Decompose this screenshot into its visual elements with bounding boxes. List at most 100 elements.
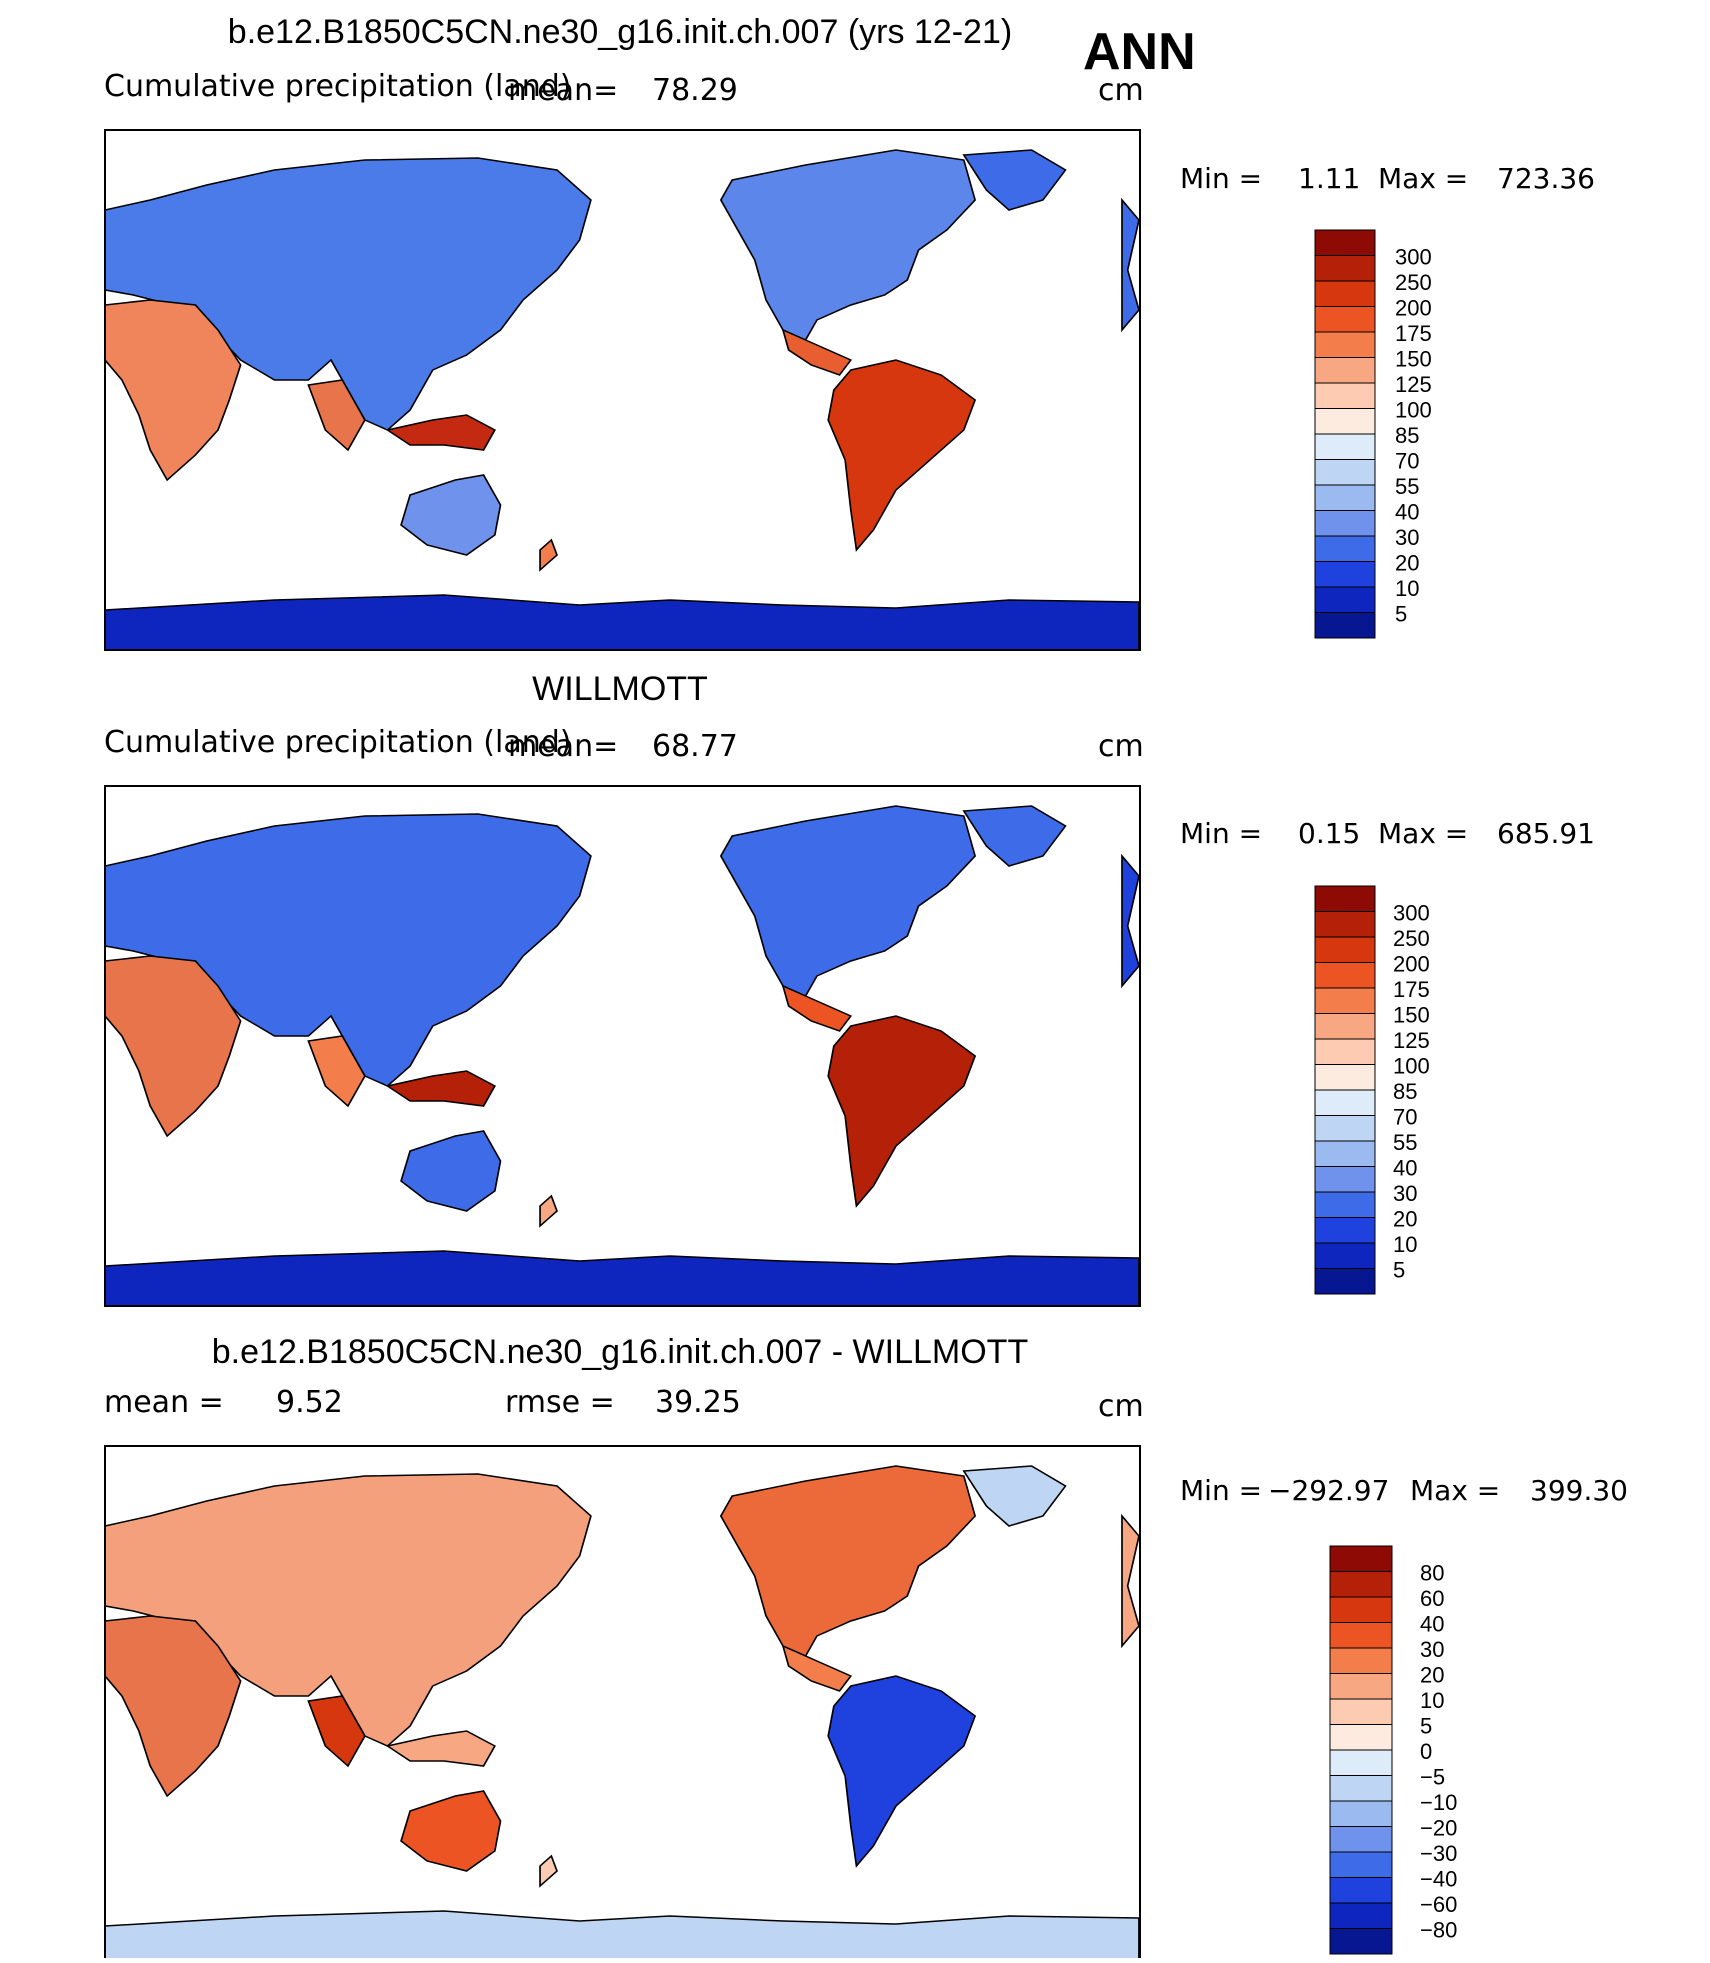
panel-difference: b.e12.B1850C5CN.ne30_g16.init.ch.007 - W…: [104, 1333, 1628, 1963]
continent-central-america: [781, 1644, 853, 1692]
colorbar-segment: [1314, 408, 1376, 435]
mean-value: 68.77: [652, 729, 738, 764]
colorbar-segment: [1329, 1724, 1393, 1751]
colorbar-tick-label: −80: [1420, 1918, 1457, 1943]
colorbar-tick-label: −10: [1420, 1790, 1457, 1815]
colorbar-segment: [1314, 612, 1376, 639]
map: [104, 785, 1141, 1307]
colorbar-tick-label: 10: [1393, 1232, 1417, 1257]
colorbar-segment: [1329, 1673, 1393, 1700]
colorbar-tick-label: 70: [1395, 449, 1419, 474]
colorbar-tick-label: 250: [1393, 926, 1430, 951]
colorbar-segment: [1329, 1800, 1393, 1827]
continent-central-america: [781, 984, 853, 1032]
mean-label: mean=: [508, 73, 618, 108]
colorbar-segment: [1314, 1013, 1376, 1040]
colorbar-tick-label: 300: [1393, 901, 1430, 926]
colorbar-segment: [1314, 885, 1376, 912]
land-layer: [105, 805, 1140, 1306]
colorbar-tick-label: −20: [1420, 1816, 1457, 1841]
colorbar-tick-label: 20: [1420, 1663, 1444, 1688]
colorbar-tick-label: 5: [1395, 602, 1407, 627]
land-layer: [105, 149, 1140, 650]
continent-sea-islands: [385, 414, 496, 451]
colorbar-segment: [1314, 1242, 1376, 1269]
panel-title: WILLMOTT: [532, 670, 708, 708]
colorbar-segment: [1314, 306, 1376, 333]
colorbar-tick-label: 175: [1395, 321, 1432, 346]
continent-south-america: [827, 1675, 977, 1868]
max-label: Max =: [1410, 1474, 1500, 1507]
colorbar-segment: [1314, 1191, 1376, 1218]
colorbar-tick-label: 300: [1395, 245, 1432, 270]
colorbar-segment: [1314, 535, 1376, 562]
continent-north-america: [719, 1465, 977, 1658]
colorbar-segment: [1329, 1596, 1393, 1623]
continent-sea-islands: [385, 1070, 496, 1107]
colorbar-segment: [1329, 1902, 1393, 1929]
colorbar-segment: [1314, 1089, 1376, 1116]
continent-africa: [105, 955, 242, 1138]
continent-antarctica: [105, 594, 1140, 650]
continent-india: [307, 1035, 366, 1108]
max-label: Max =: [1378, 817, 1468, 850]
continent-sea-islands: [385, 1730, 496, 1767]
colorbar-tick-label: 175: [1393, 977, 1430, 1002]
colorbar-segment: [1329, 1749, 1393, 1776]
continent-antarctica: [105, 1250, 1140, 1306]
colorbar-tick-label: 100: [1393, 1054, 1430, 1079]
colorbar-segment: [1314, 1268, 1376, 1295]
colorbar-tick-label: 40: [1420, 1612, 1444, 1637]
continent-india: [307, 379, 366, 452]
colorbar-tick-label: 60: [1420, 1586, 1444, 1611]
map-frame: [104, 129, 1141, 651]
continent-new-zealand: [539, 1854, 558, 1888]
mean-label: mean=: [508, 729, 618, 764]
colorbar-segment: [1314, 586, 1376, 613]
colorbar-segment: [1329, 1647, 1393, 1674]
continent-wrap-right: [1121, 853, 1140, 989]
continent-greenland: [962, 149, 1067, 211]
colorbar-segment: [1329, 1775, 1393, 1802]
min-label: Min =: [1180, 162, 1262, 195]
min-label: Min =: [1180, 817, 1262, 850]
mean-label: mean =: [104, 1385, 224, 1420]
colorbar-tick-label: −40: [1420, 1867, 1457, 1892]
colorbar-segment: [1314, 1115, 1376, 1142]
colorbar-segment: [1314, 1217, 1376, 1244]
colorbar-segment: [1314, 1064, 1376, 1091]
colorbar-tick-label: 20: [1395, 551, 1419, 576]
colorbar-segment: [1329, 1571, 1393, 1598]
colorbar-tick-label: 55: [1393, 1130, 1417, 1155]
colorbar-tick-label: 200: [1395, 296, 1432, 321]
colorbar-tick-label: 20: [1393, 1207, 1417, 1232]
continent-africa: [105, 299, 242, 482]
colorbar-tick-label: −30: [1420, 1841, 1457, 1866]
colorbar-tick-label: 125: [1393, 1028, 1430, 1053]
continent-south-america: [827, 359, 977, 552]
max-value: 723.36: [1497, 162, 1595, 195]
colorbar-tick-label: 250: [1395, 270, 1432, 295]
rmse-label: rmse =: [505, 1385, 615, 1420]
colorbar-segment: [1314, 331, 1376, 358]
colorbar-segment: [1314, 357, 1376, 384]
continent-australia: [400, 1130, 502, 1212]
units-label: cm: [1098, 73, 1144, 108]
map: [104, 1445, 1141, 1963]
continent-north-america: [719, 805, 977, 998]
panel-title: b.e12.B1850C5CN.ne30_g16.init.ch.007 - W…: [212, 1333, 1028, 1371]
colorbar-tick-label: 10: [1420, 1688, 1444, 1713]
continent-north-america: [719, 149, 977, 342]
min-label: Min =: [1180, 1474, 1262, 1507]
colorbar-tick-label: −60: [1420, 1892, 1457, 1917]
land-layer: [105, 1465, 1140, 1963]
colorbar-tick-label: −5: [1420, 1765, 1445, 1790]
colorbar-tick-label: 5: [1420, 1714, 1432, 1739]
panel-observations: WILLMOTT Cumulative precipitation (land)m…: [104, 670, 1595, 1307]
min-value: 1.11: [1298, 162, 1360, 195]
colorbar-segment: [1314, 1166, 1376, 1193]
variable-label: Cumulative precipitation (land): [104, 725, 571, 760]
units-label: cm: [1098, 729, 1144, 764]
